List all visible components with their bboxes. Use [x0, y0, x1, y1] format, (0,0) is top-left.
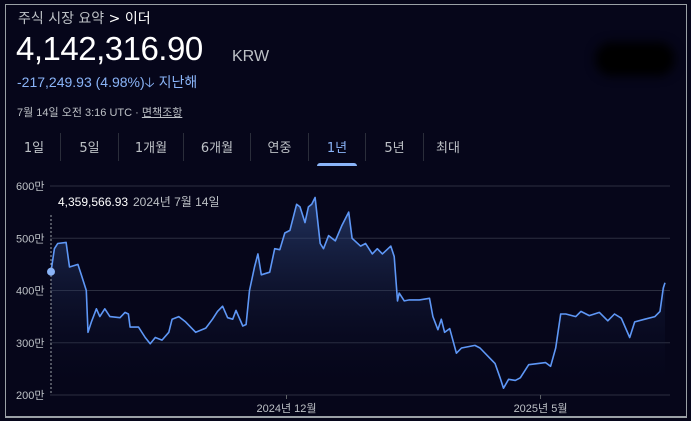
- arrow-down-icon: 🡣: [144, 74, 155, 90]
- price-line: [50, 196, 666, 389]
- blurred-button: [595, 42, 675, 76]
- y-tick-label: 500만: [16, 232, 44, 245]
- y-tick-label: 300만: [16, 337, 44, 350]
- tab-1m[interactable]: 1개월: [119, 133, 184, 161]
- hover-point: [47, 267, 55, 276]
- tooltip-value: 4,359,566.93: [58, 195, 128, 209]
- y-tick-label: 200만: [16, 389, 44, 402]
- x-tick-label: 2025년 5월: [514, 402, 568, 415]
- dot-separator: ·: [132, 107, 142, 119]
- change-value: -217,249.93 (4.98%): [17, 74, 145, 90]
- price-change: -217,249.93 (4.98%)🡣 지난해: [17, 72, 197, 96]
- tooltip-date: 2024년 7월 14일: [133, 195, 220, 209]
- disclaimer-link[interactable]: 면책조항: [141, 107, 183, 119]
- currency-label: KRW: [232, 48, 270, 65]
- range-tabs: 1일 5일 1개월 6개월 연중 1년 5년 최대: [8, 133, 472, 166]
- current-price: 4,142,316.90: [16, 30, 203, 67]
- timestamp-row: 7월 14일 오전 3:16 UTC · 면책조항: [17, 104, 182, 120]
- breadcrumb: 주식 시장 요약 > 이더: [18, 8, 151, 28]
- breadcrumb-separator: >: [104, 11, 125, 27]
- tab-5d[interactable]: 5일: [61, 133, 119, 161]
- x-tick-label: 2024년 12월: [256, 402, 316, 415]
- tab-6m[interactable]: 6개월: [184, 133, 251, 161]
- tab-max[interactable]: 최대: [436, 141, 460, 156]
- breadcrumb-current: 이더: [124, 11, 151, 27]
- tab-1d[interactable]: 1일: [8, 133, 61, 161]
- tab-ytd[interactable]: 연중: [251, 133, 309, 161]
- timestamp: 7월 14일 오전 3:16 UTC: [17, 107, 133, 119]
- change-period: 지난해: [158, 74, 198, 90]
- price-area: [51, 197, 665, 395]
- y-tick-label: 600만: [16, 180, 44, 193]
- tab-5y[interactable]: 5년: [366, 133, 424, 161]
- breadcrumb-parent-link[interactable]: 주식 시장 요약: [18, 11, 105, 27]
- tab-1y[interactable]: 1년: [309, 133, 366, 166]
- y-tick-label: 400만: [16, 285, 44, 298]
